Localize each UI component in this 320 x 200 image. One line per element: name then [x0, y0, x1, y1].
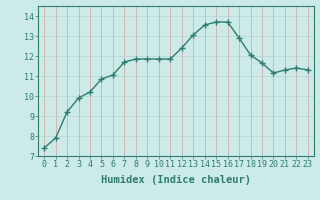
X-axis label: Humidex (Indice chaleur): Humidex (Indice chaleur): [101, 175, 251, 185]
